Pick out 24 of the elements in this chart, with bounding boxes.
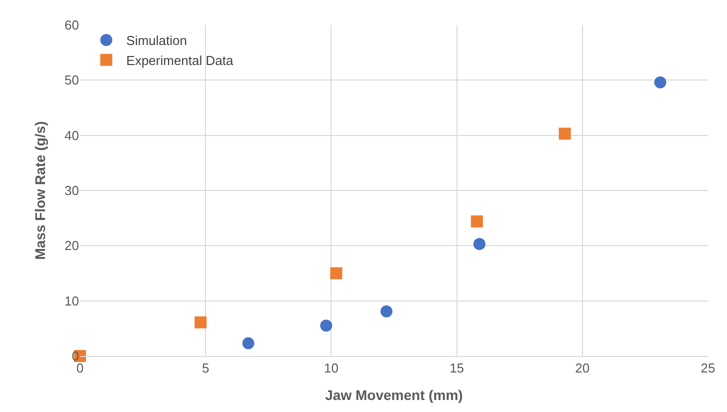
point <box>473 238 486 250</box>
x-tick-label: 10 <box>324 360 338 376</box>
y-tick-label: 40 <box>64 128 79 143</box>
point <box>242 337 254 350</box>
y-tick-label: 50 <box>64 72 79 88</box>
y-tick-label: 10 <box>64 293 79 308</box>
y-tick-label: 20 <box>64 238 79 254</box>
point <box>330 267 342 280</box>
y-tick-label: 30 <box>64 183 79 198</box>
x-tick-label: 15 <box>450 360 464 376</box>
point <box>320 320 332 332</box>
x-tick-label: 25 <box>700 360 716 376</box>
point <box>380 305 392 318</box>
y-axis-title: Mass Flow Rate (g/s) <box>32 121 48 260</box>
legend-label: Experimental Data <box>126 52 234 68</box>
point <box>558 128 571 140</box>
x-tick-label: 5 <box>202 360 210 376</box>
x-axis-title: Jaw Movement (mm) <box>325 386 463 403</box>
y-tick-label: 60 <box>64 18 79 33</box>
point <box>470 215 483 228</box>
x-tick-label: 20 <box>575 360 590 376</box>
point <box>194 316 207 328</box>
legend-label: Simulation <box>126 33 187 48</box>
point <box>654 76 666 88</box>
